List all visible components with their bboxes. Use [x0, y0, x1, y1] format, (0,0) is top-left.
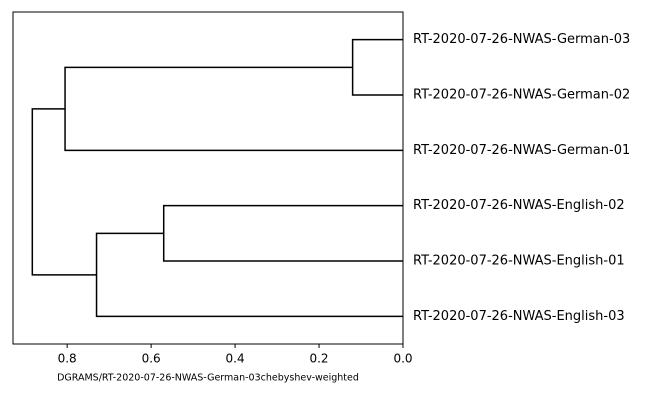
x-axis-label: DGRAMS/RT-2020-07-26-NWAS-German-03cheby…	[57, 373, 359, 384]
dendrogram-link	[64, 66, 403, 152]
dendrogram-link	[95, 232, 403, 318]
plot-frame	[12, 11, 404, 345]
x-tick-label: 0.6	[142, 352, 161, 366]
dendrogram-link	[351, 38, 403, 96]
dendrogram-link	[31, 108, 97, 276]
leaf-label: RT-2020-07-26-NWAS-English-01	[413, 254, 625, 269]
x-tick-label: 0.2	[309, 352, 328, 366]
leaf-label: RT-2020-07-26-NWAS-English-03	[413, 309, 625, 324]
x-tick-label: 0.8	[58, 352, 77, 366]
leaf-label: RT-2020-07-26-NWAS-English-02	[413, 198, 625, 213]
x-tick-label: 0.0	[393, 352, 412, 366]
x-tick-label: 0.4	[226, 352, 245, 366]
leaf-label: RT-2020-07-26-NWAS-German-02	[413, 88, 630, 103]
leaf-label: RT-2020-07-26-NWAS-German-01	[413, 143, 630, 158]
leaf-label: RT-2020-07-26-NWAS-German-03	[413, 32, 630, 47]
dendrogram-link	[162, 204, 403, 262]
